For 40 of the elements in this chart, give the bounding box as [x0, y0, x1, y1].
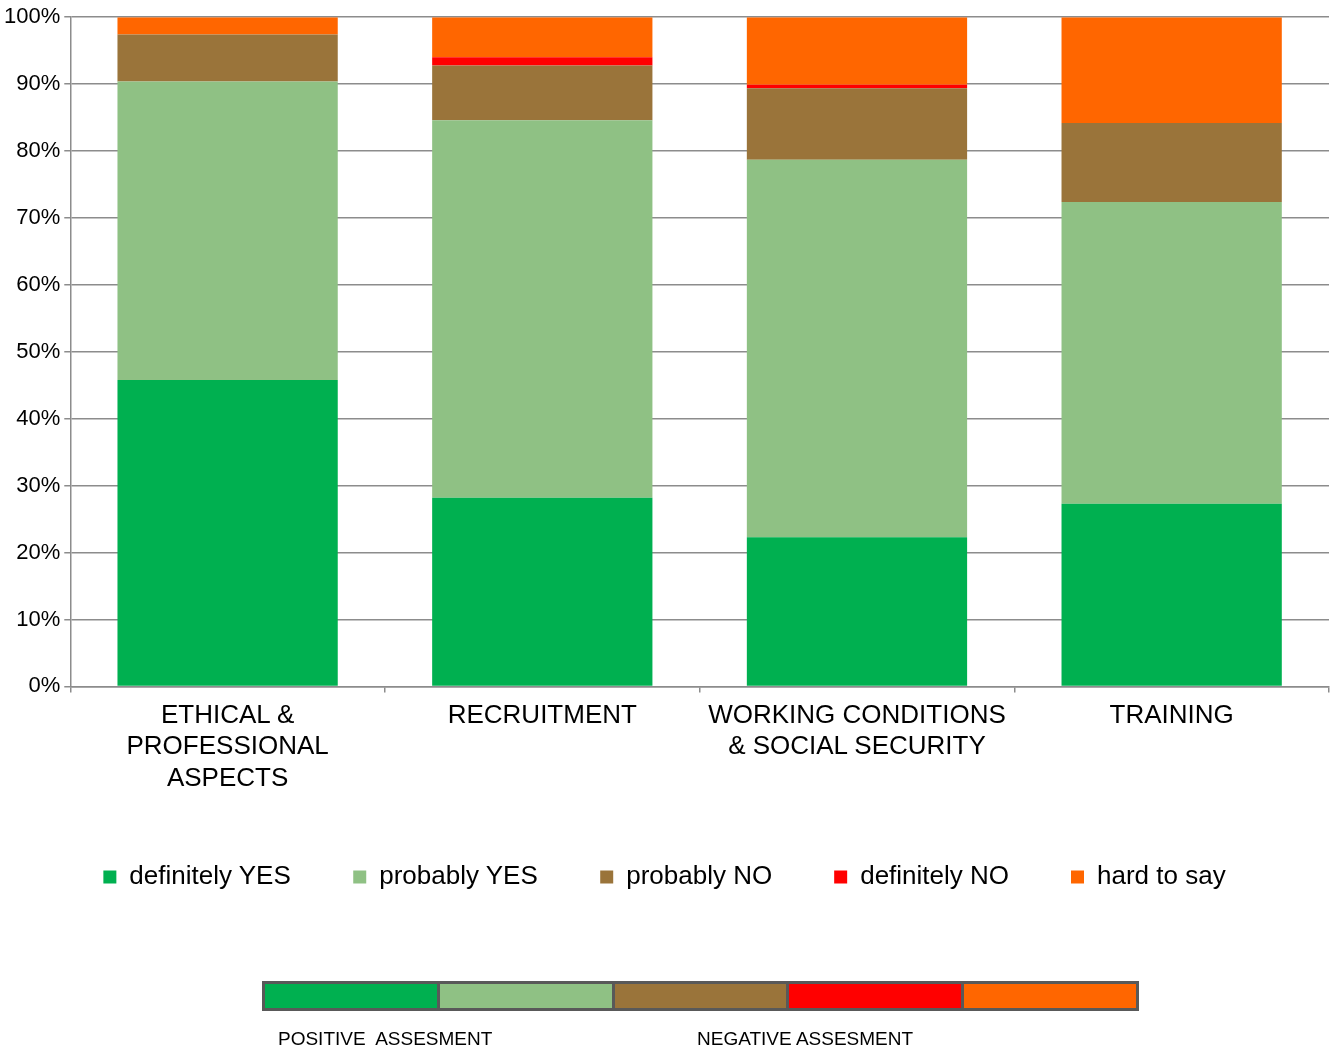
y-tick-label: 70% [16, 204, 61, 230]
bar [432, 497, 653, 686]
y-tick-label: 80% [16, 137, 61, 163]
bar [746, 84, 968, 89]
x-tick-label: ETHICAL & PROFESSIONAL ASPECTS [126, 699, 329, 792]
bar [1061, 201, 1282, 504]
bar [117, 379, 338, 686]
bar [1061, 122, 1282, 202]
bar [746, 88, 968, 160]
y-tick-label: 0% [28, 672, 61, 698]
bar [1061, 17, 1282, 123]
y-tick-label: 90% [16, 70, 61, 96]
x-tick-label: TRAINING [1109, 699, 1234, 730]
bar [746, 17, 968, 85]
y-tick-label: 20% [16, 538, 61, 564]
y-tick-label: 100% [3, 3, 61, 29]
y-tick-label: 10% [16, 605, 61, 631]
bar [432, 57, 653, 66]
bar [432, 120, 653, 498]
text: NEGATIVE ASSESMENT [697, 1028, 914, 1050]
legend-label: definitely YES [129, 860, 291, 891]
y-tick-label: 50% [16, 337, 61, 363]
bar [746, 537, 968, 686]
x-tick-label: RECRUITMENT [447, 699, 638, 730]
bar [432, 65, 653, 121]
bar [117, 34, 338, 82]
bar [746, 159, 968, 538]
text: POSITIVE ASSESMENT [278, 1028, 493, 1050]
bar [117, 81, 338, 380]
bar [117, 17, 338, 35]
bar [1061, 503, 1282, 686]
bar [432, 17, 653, 58]
legend-label: probably NO [626, 860, 773, 891]
y-tick-label: 60% [16, 270, 61, 296]
legend-label: definitely NO [860, 860, 1010, 891]
y-tick-label: 40% [16, 404, 61, 430]
x-tick-label: WORKING CONDITIONS & SOCIAL SECURITY [708, 699, 1006, 761]
legend-label: probably YES [379, 860, 538, 891]
y-tick-label: 30% [16, 471, 61, 497]
legend-label: hard to say [1097, 860, 1226, 891]
